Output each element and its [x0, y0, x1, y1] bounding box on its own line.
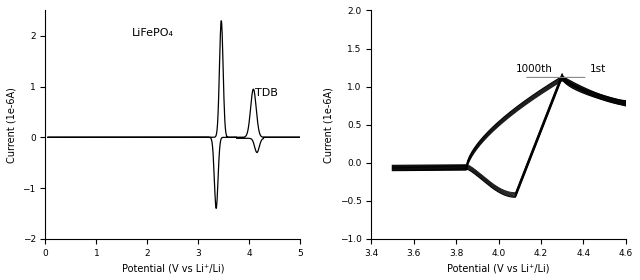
Text: 1st: 1st: [590, 64, 606, 74]
X-axis label: Potential (V vs Li⁺/Li): Potential (V vs Li⁺/Li): [447, 263, 550, 273]
Y-axis label: Current (1e-6A): Current (1e-6A): [324, 87, 334, 163]
Text: 1000th: 1000th: [515, 64, 552, 74]
Text: TDB: TDB: [255, 88, 278, 98]
X-axis label: Potential (V vs Li⁺/Li): Potential (V vs Li⁺/Li): [122, 263, 224, 273]
Text: LiFePO₄: LiFePO₄: [132, 28, 174, 38]
Y-axis label: Current (1e-6A): Current (1e-6A): [7, 87, 17, 163]
